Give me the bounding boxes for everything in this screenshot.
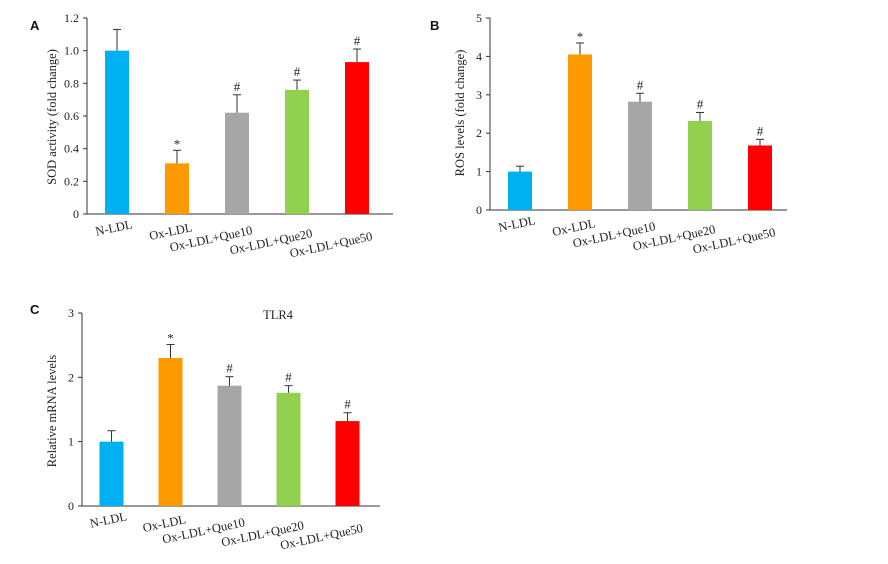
bar <box>335 421 360 506</box>
significance-mark: # <box>344 397 351 412</box>
panel-letter: B <box>430 18 439 33</box>
y-axis-label: SOD activity (fold change) <box>45 49 59 185</box>
bars: * # # # <box>99 331 360 506</box>
bar <box>99 441 124 506</box>
bar <box>508 171 532 210</box>
panel-letter: C <box>30 302 40 317</box>
bar <box>568 54 592 211</box>
y-tick-label: 3 <box>68 306 74 320</box>
y-ticks: 0 1 2 3 4 5 <box>476 11 490 217</box>
y-tick-label: 1 <box>68 435 74 449</box>
bar <box>628 101 652 210</box>
y-ticks: 0 1 2 3 <box>68 306 82 513</box>
y-tick-label: 0 <box>68 499 74 513</box>
panel-letter: A <box>30 18 40 33</box>
category-labels: N-LDL Ox-LDLOx-LDL+Que10Ox-LDL+Que20Ox-LD… <box>497 213 777 256</box>
y-tick-label: 0.6 <box>64 109 79 123</box>
y-ticks: 0 0.2 0.4 0.6 0.8 1.0 1.2 <box>64 11 87 221</box>
y-tick-label: 2 <box>476 126 482 140</box>
significance-mark: * <box>167 331 174 346</box>
bar <box>217 385 242 506</box>
significance-mark: # <box>294 64 301 79</box>
bar <box>225 112 249 214</box>
significance-mark: # <box>226 361 233 376</box>
significance-mark: * <box>577 29 584 44</box>
significance-mark: * <box>174 136 181 151</box>
category-labels: N-LDL Ox-LDLOx-LDL+Que10Ox-LDL+Que20Ox-LD… <box>89 509 365 552</box>
y-axis-label: Relative mRNA levels <box>45 355 59 468</box>
category-label: N-LDL <box>89 509 129 530</box>
bar <box>158 358 183 506</box>
category-label: N-LDL <box>497 213 537 234</box>
bar <box>688 120 712 210</box>
chart-title: TLR4 <box>263 308 294 322</box>
y-tick-label: 2 <box>68 370 74 384</box>
y-tick-label: 0 <box>476 203 482 217</box>
category-labels: N-LDL Ox-LDLOx-LDL+Que10Ox-LDL+Que20Ox-LD… <box>94 217 374 260</box>
significance-mark: # <box>757 123 764 138</box>
significance-mark: # <box>234 79 241 94</box>
y-tick-label: 5 <box>476 11 482 25</box>
y-tick-label: 1 <box>476 165 482 179</box>
chart-panel-c: C TLR4 Relative mRNA levels 0 1 2 3 * # # # N-… <box>30 302 380 552</box>
significance-mark: # <box>697 96 704 111</box>
bar <box>165 163 189 214</box>
y-tick-label: 3 <box>476 88 482 102</box>
bar <box>748 145 772 210</box>
y-tick-label: 0.8 <box>64 76 79 90</box>
significance-mark: # <box>285 370 292 385</box>
category-label: N-LDL <box>94 217 134 238</box>
y-tick-label: 1.2 <box>64 11 79 25</box>
significance-mark: # <box>354 33 361 48</box>
significance-mark: # <box>637 77 644 92</box>
y-tick-label: 0.2 <box>64 174 79 188</box>
bars: * # # # <box>105 28 369 214</box>
y-axis-label: ROS levels (fold change) <box>453 50 467 177</box>
bar <box>105 50 129 214</box>
y-tick-label: 0 <box>73 207 79 221</box>
y-tick-label: 0.4 <box>64 142 79 156</box>
chart-panel-b: B ROS levels (fold change) 0 1 2 3 4 5 * # # # N… <box>430 11 787 256</box>
chart-panel-a: A SOD activity (fold change) 00.20.40.60… <box>30 11 393 260</box>
bar <box>276 392 301 506</box>
bars: * # # # <box>508 29 772 211</box>
bar <box>345 62 369 214</box>
y-tick-label: 4 <box>476 49 482 63</box>
y-tick-label: 1.0 <box>64 44 79 58</box>
bar <box>285 89 309 214</box>
